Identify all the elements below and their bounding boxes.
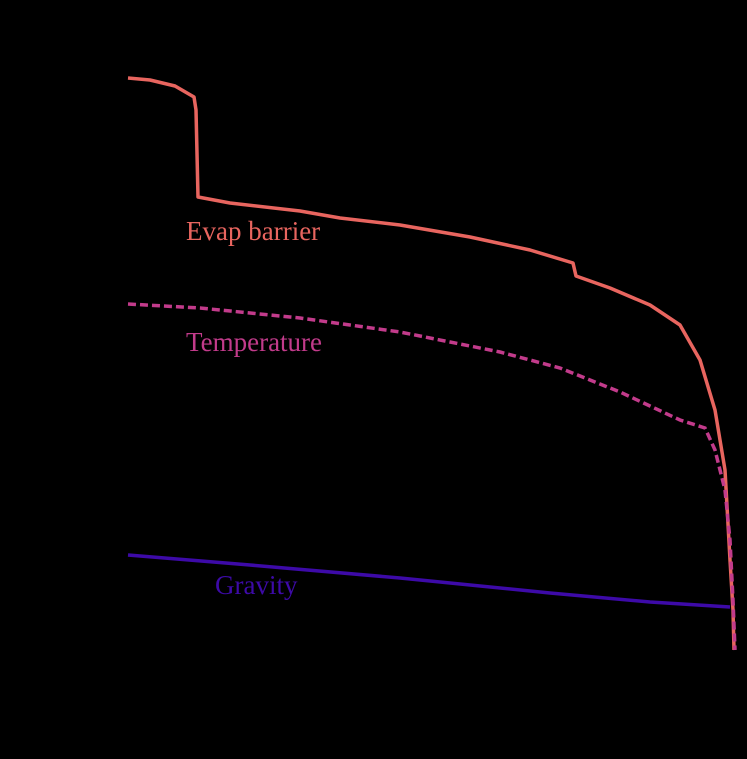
gravity-label: Gravity	[215, 570, 298, 600]
evap-barrier-label: Evap barrier	[186, 216, 321, 246]
temperature-label: Temperature	[186, 327, 323, 357]
evap-barrier-line	[127, 76, 736, 651]
gravity-line	[127, 553, 731, 609]
temperature-line	[127, 302, 737, 651]
